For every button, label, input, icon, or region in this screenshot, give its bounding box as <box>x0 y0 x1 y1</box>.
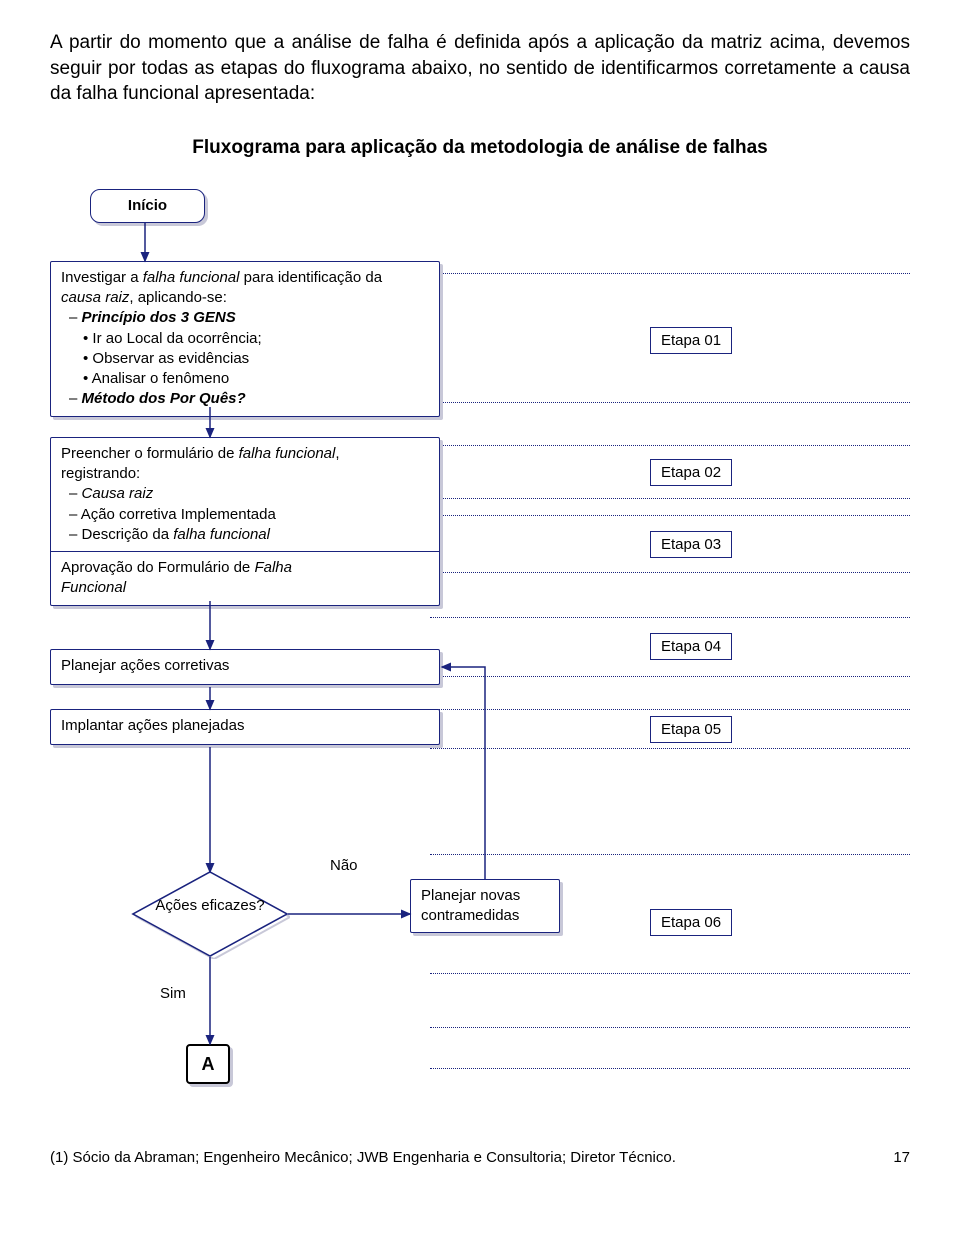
t: Funcional <box>61 579 126 596</box>
node-investigar: Investigar a falha funcional para identi… <box>50 261 440 417</box>
t: Descrição da <box>82 526 174 543</box>
t: Princípio dos 3 GENS <box>82 309 236 326</box>
t: Causa raiz <box>82 485 154 502</box>
flowchart-diagram: Etapa 01 Etapa 02 Etapa 03 Etapa 04 Etap… <box>50 189 910 1119</box>
node-inicio: Início <box>90 189 205 223</box>
label-sim: Sim <box>160 985 186 1002</box>
etapa-05: Etapa 05 <box>650 716 732 743</box>
connector-a: A <box>186 1044 230 1084</box>
t: Ir ao Local da ocorrência; <box>92 330 261 347</box>
t: falha funcional <box>143 269 240 286</box>
t: Preencher o formulário de <box>61 445 239 462</box>
t: Implantar ações planejadas <box>61 717 244 734</box>
t: Observar as evidências <box>92 350 249 367</box>
t: , <box>335 445 339 462</box>
node-implantar: Implantar ações planejadas <box>50 709 440 745</box>
footer-note: (1) Sócio da Abraman; Engenheiro Mecânic… <box>50 1149 676 1166</box>
t: falha funcional <box>173 526 270 543</box>
t: Planejar novas contramedidas <box>421 887 520 924</box>
t: Investigar a <box>61 269 143 286</box>
node-decision: Ações eficazes? <box>130 869 290 959</box>
t: Aprovação do Formulário de <box>61 559 254 576</box>
node-preencher: Preencher o formulário de falha funciona… <box>50 437 440 606</box>
inicio-label: Início <box>128 197 167 214</box>
t: Planejar ações corretivas <box>61 657 229 674</box>
page-footer: (1) Sócio da Abraman; Engenheiro Mecânic… <box>50 1149 910 1166</box>
label-nao: Não <box>330 857 358 874</box>
etapa-01: Etapa 01 <box>650 327 732 354</box>
flowchart-subtitle: Fluxograma para aplicação da metodologia… <box>50 137 910 159</box>
etapa-04: Etapa 04 <box>650 633 732 660</box>
node-planejar: Planejar ações corretivas <box>50 649 440 685</box>
t: Falha <box>254 559 292 576</box>
t: , aplicando-se: <box>129 289 227 306</box>
t: registrando: <box>61 464 429 484</box>
decision-text: Ações eficazes? <box>130 897 290 915</box>
intro-paragraph: A partir do momento que a análise de fal… <box>50 30 910 107</box>
t: falha funcional <box>239 445 336 462</box>
t: Método dos Por Quês? <box>82 390 246 407</box>
etapa-06: Etapa 06 <box>650 909 732 936</box>
t: Ação corretiva Implementada <box>81 506 276 523</box>
t: Analisar o fenômeno <box>92 370 230 387</box>
etapa-02: Etapa 02 <box>650 459 732 486</box>
node-novas: Planejar novas contramedidas <box>410 879 560 934</box>
t: para identificação da <box>239 269 382 286</box>
page-number: 17 <box>893 1149 910 1166</box>
etapa-03: Etapa 03 <box>650 531 732 558</box>
t: causa raiz <box>61 289 129 306</box>
